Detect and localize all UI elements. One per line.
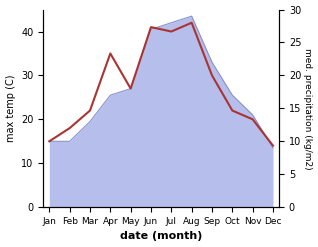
Y-axis label: med. precipitation (kg/m2): med. precipitation (kg/m2) [303, 48, 313, 169]
X-axis label: date (month): date (month) [120, 231, 202, 242]
Y-axis label: max temp (C): max temp (C) [5, 75, 16, 142]
